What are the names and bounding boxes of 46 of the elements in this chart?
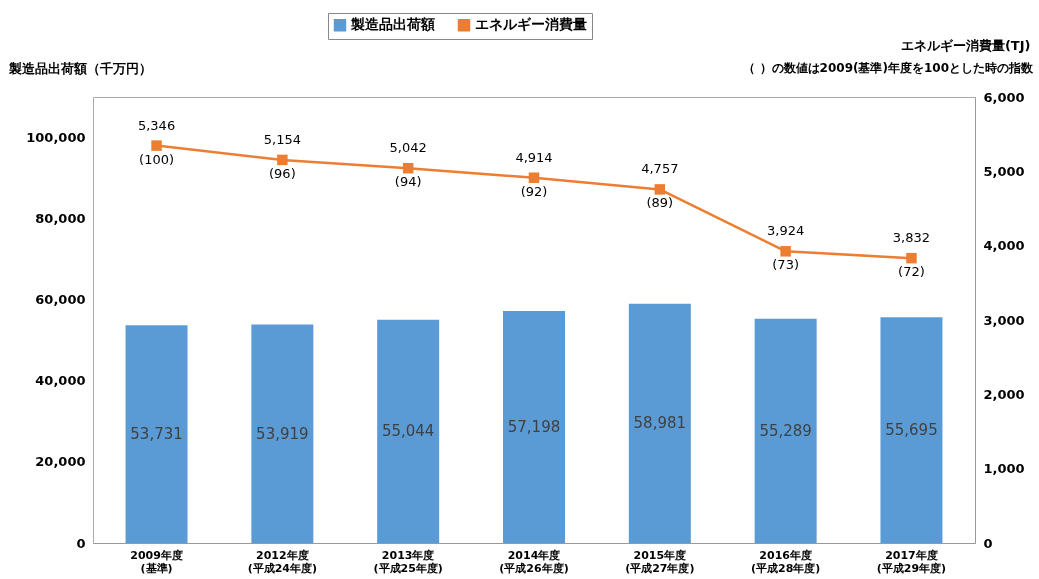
- point: [528, 172, 540, 183]
- x-tick-label: 2014年度 (平成26年度): [499, 548, 569, 575]
- y2-tick-label: 6,000: [983, 89, 1025, 105]
- text: 4,914 (92): [515, 149, 553, 199]
- y2-tick-label: 5,000: [983, 163, 1025, 179]
- y-tick-label: 100,000: [26, 130, 86, 146]
- y-tick-label: 60,000: [35, 292, 86, 308]
- y-tick-label: 0: [76, 535, 86, 551]
- point: [780, 246, 791, 257]
- y-tick-label: 80,000: [35, 211, 86, 227]
- legend-label: エネルギー消費量: [475, 16, 587, 33]
- text: （ ）の数値は2009(基準)年度を100とした時の指数: [743, 61, 1034, 75]
- text: 3,832 (72): [892, 230, 931, 280]
- y2-tick-label: 0: [983, 535, 993, 551]
- y2-tick-label: 4,000: [983, 238, 1025, 254]
- text: 5,154 (96): [263, 131, 301, 181]
- x-tick-label: 2016年度 (平成28年度): [750, 548, 821, 575]
- y-tick-label: 20,000: [35, 454, 86, 470]
- x-tick-label: 2012年度 (平成24年度): [247, 548, 318, 575]
- x-tick-label: 2017年度 (平成29年度): [876, 548, 947, 575]
- data-label: 57,198: [507, 418, 561, 437]
- point: [906, 252, 917, 264]
- x-tick-label: 2009年度 (基準): [130, 548, 183, 575]
- text: 5,346 (100): [137, 117, 176, 167]
- data-label: 55,289: [759, 421, 812, 440]
- data-label: 58,981: [633, 414, 687, 433]
- y2-tick-label: 1,000: [983, 461, 1025, 477]
- y2-tick-label: 2,000: [983, 386, 1025, 402]
- data-label: 53,919: [256, 424, 309, 443]
- y-axis-title: 製造品出荷額（千万円）: [7, 60, 152, 76]
- legend-label: 製造品出荷額: [350, 16, 435, 33]
- point: [402, 162, 414, 174]
- data-label: 55,044: [381, 422, 435, 441]
- x-tick-label: 2013年度 (平成25年度): [373, 548, 443, 575]
- data-label: 55,695: [885, 421, 938, 440]
- y2-axis-title: エネルギー消費量(TJ): [900, 37, 1031, 53]
- text: 3,924 (73): [767, 223, 805, 273]
- point: [277, 154, 288, 166]
- y2-tick-label: 3,000: [983, 312, 1025, 328]
- text: 5,042 (94): [389, 140, 427, 190]
- x-tick-label: 2015年度 (平成27年度): [625, 548, 695, 575]
- point: [151, 140, 162, 151]
- data-label: 53,731: [130, 425, 183, 444]
- y-tick-label: 40,000: [35, 373, 86, 389]
- text: 4,757 (89): [641, 161, 679, 211]
- point: [654, 184, 666, 195]
